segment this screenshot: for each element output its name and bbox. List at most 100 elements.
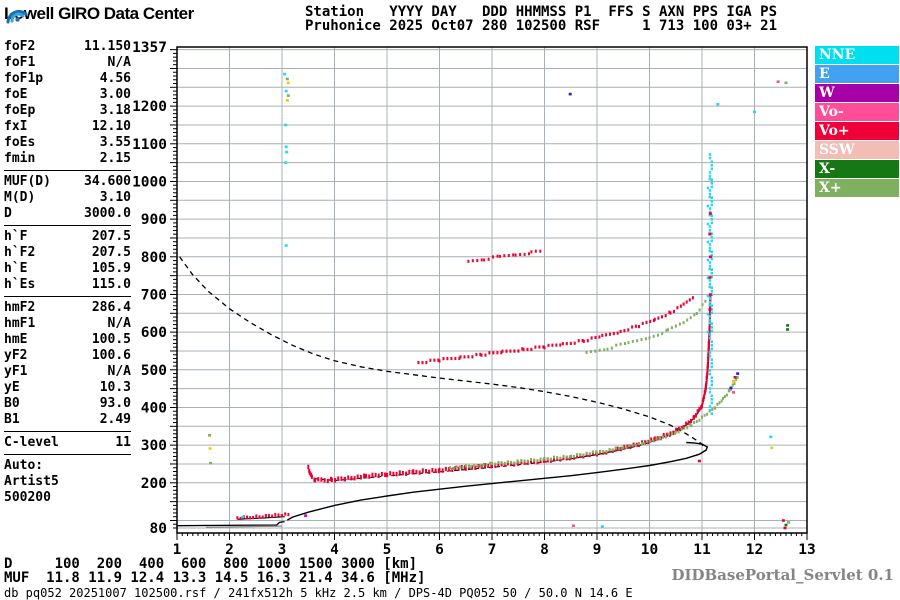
series-f-trace-extraordinary xyxy=(468,465,471,468)
spread-f-main xyxy=(710,164,713,167)
series-f-trace-ordinary xyxy=(380,471,383,477)
noise-speck xyxy=(284,123,288,127)
param-label: Artist5 xyxy=(4,474,59,489)
series-f-trace-extraordinary xyxy=(649,439,652,443)
parameter-panel: foF2 11.150 foF1 N/A foF1p 4.56 foE 3.00 foEp 3.1… xyxy=(4,39,131,506)
series-second-order-o xyxy=(638,325,640,329)
spread-f-main xyxy=(710,365,713,369)
noise-speck xyxy=(736,372,740,375)
series-second-order-o xyxy=(438,359,441,363)
param-label: foEs xyxy=(4,135,36,150)
series-f-trace-extraordinary xyxy=(523,459,526,463)
spread-f-sparse xyxy=(708,213,711,217)
series-second-order-o xyxy=(612,332,615,336)
spread-f-main xyxy=(708,369,712,372)
series-f-trace-ordinary xyxy=(457,466,460,471)
param-value: N/A xyxy=(107,55,131,70)
spread-f-main xyxy=(710,362,713,365)
spread-f-sparse xyxy=(706,186,710,190)
series-f-trace-extraordinary xyxy=(579,453,582,457)
series-f-trace-extraordinary xyxy=(695,420,698,424)
series-f-trace-ordinary xyxy=(377,473,380,478)
spread-f-main xyxy=(710,308,713,311)
spread-f-main xyxy=(708,387,712,390)
series-f-trace-ordinary xyxy=(365,473,367,479)
series-second-order-o xyxy=(641,321,644,325)
series-f-trace-extraordinary xyxy=(723,395,726,399)
param-label: foF1 xyxy=(4,55,36,70)
series-f-trace-extraordinary xyxy=(576,453,579,457)
series-f-trace-extraordinary xyxy=(497,461,500,464)
param-value: 11.150 xyxy=(84,39,131,54)
series-second-order-o xyxy=(488,351,491,355)
param-label: B1 xyxy=(4,412,20,427)
series-f-trace-extraordinary xyxy=(479,464,482,468)
series-second-order-upper-fragment xyxy=(507,254,510,257)
spread-f-main xyxy=(710,290,713,293)
series-second-order-o xyxy=(492,351,495,355)
series-f-trace-ordinary xyxy=(704,385,707,390)
spread-f-main xyxy=(708,372,712,376)
series-second-order-o xyxy=(484,353,487,357)
x-tick-label: 3 xyxy=(278,542,287,558)
series-f-trace-extraordinary xyxy=(701,415,703,419)
series-second-order-upper-fragment xyxy=(480,258,483,262)
param-row: h`F2 207.5 xyxy=(4,245,131,261)
param-label: yE xyxy=(4,380,20,395)
distance-muf-footer: D 100 200 400 600 800 1000 1500 3000 [km… xyxy=(4,557,425,585)
series-second-order-o xyxy=(581,339,584,343)
series-f-trace-ordinary xyxy=(405,471,408,476)
series-second-order-o xyxy=(467,355,470,359)
spread-f-main xyxy=(710,344,713,347)
series-f-trace-extraordinary xyxy=(559,456,562,460)
noise-speck xyxy=(708,232,712,236)
spread-f-main xyxy=(708,336,712,340)
x-tick-label: 6 xyxy=(435,542,444,558)
series-second-order-x xyxy=(594,349,597,353)
series-f-trace-ordinary xyxy=(374,472,377,478)
series-f-trace-extraordinary xyxy=(569,454,572,458)
param-value: 34.600 xyxy=(84,174,131,189)
series-f-trace-ordinary xyxy=(389,471,392,476)
noise-speck xyxy=(284,161,288,164)
series-second-order-o xyxy=(569,341,572,345)
noise-speck xyxy=(285,77,289,81)
noise-speck xyxy=(769,435,773,439)
y-tick-label: 1100 xyxy=(132,137,167,153)
param-row: yE 10.3 xyxy=(4,380,131,396)
x-tick-label: 5 xyxy=(383,542,392,558)
series-true-height-profile xyxy=(286,441,709,521)
series-second-order-o xyxy=(417,361,420,365)
noise-speck xyxy=(283,72,287,76)
param-value: 105.9 xyxy=(91,261,131,276)
spread-f-sparse xyxy=(708,267,711,271)
series-f-trace-extraordinary xyxy=(641,442,643,446)
series-second-order-x xyxy=(661,332,664,336)
series-second-order-upper-fragment xyxy=(467,259,470,263)
series-f-trace-ordinary xyxy=(707,352,710,357)
series-f-trace-extraordinary xyxy=(714,406,717,410)
series-second-order-o xyxy=(619,329,622,333)
series-f-trace-ordinary xyxy=(330,477,333,482)
param-row: B1 2.49 xyxy=(4,412,131,428)
param-row: hmE 100.5 xyxy=(4,332,131,348)
x-tick-label: 1 xyxy=(173,542,182,558)
series-f-trace-ordinary xyxy=(483,463,486,468)
spread-f-main xyxy=(708,318,712,322)
series-second-order-o xyxy=(577,339,580,343)
x-tick-label: 10 xyxy=(641,542,658,558)
spread-f-main xyxy=(710,358,713,361)
series-f-trace-ordinary xyxy=(708,316,711,321)
series-second-order-x xyxy=(615,343,618,347)
series-f-trace-ordinary xyxy=(384,472,387,477)
series-es-trace xyxy=(284,512,287,516)
series-second-order-o xyxy=(605,333,608,337)
series-second-order-upper-fragment xyxy=(514,253,517,257)
series-second-order-x xyxy=(656,333,659,337)
series-f-trace-ordinary xyxy=(363,473,366,478)
series-f-trace-ordinary xyxy=(314,478,317,483)
station-header-line1: Station YYYY DAY DDD HHMMSS P1 FFS S AXN… xyxy=(305,4,778,20)
spread-f-sparse xyxy=(708,321,711,325)
series-second-order-o xyxy=(500,351,503,355)
